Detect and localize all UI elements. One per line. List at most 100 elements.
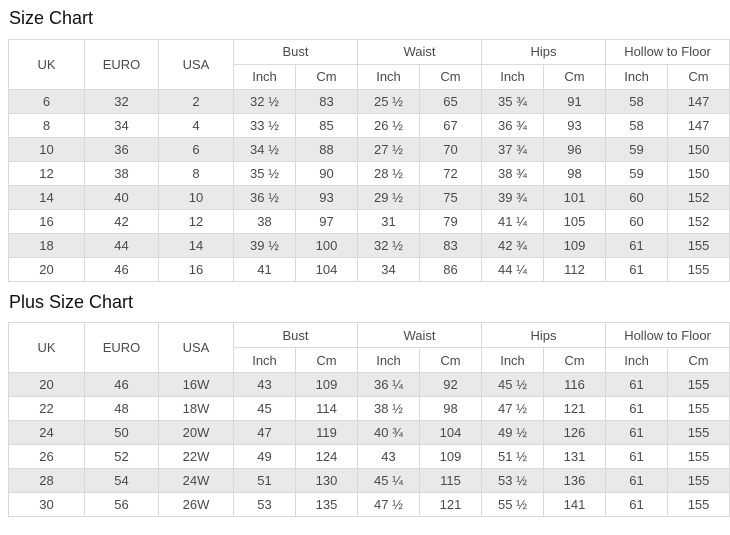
table-cell: 2 [158, 88, 234, 114]
table-cell: 24 [8, 420, 85, 446]
table-cell: 105 [543, 208, 607, 234]
table-cell: 25 ½ [357, 88, 421, 114]
table-cell: 16 [8, 208, 85, 234]
subcolumn-header-waist-inch: Inch [357, 347, 421, 374]
table-cell: 61 [605, 444, 669, 470]
column-header-hips: Hips [481, 322, 607, 349]
table-cell: 12 [8, 160, 85, 186]
table-cell: 39 ½ [233, 232, 296, 258]
table-cell: 75 [419, 184, 483, 210]
table-cell: 12 [158, 208, 234, 234]
table-cell: 34 ½ [233, 136, 296, 162]
table-cell: 29 ½ [357, 184, 421, 210]
header-row-units: Inch Cm Inch Cm Inch Cm Inch Cm [9, 347, 730, 374]
table-cell: 155 [667, 420, 730, 446]
table-cell: 61 [605, 396, 669, 422]
table-cell: 155 [667, 232, 730, 258]
table-cell: 34 [84, 112, 159, 138]
table-cell: 47 ½ [357, 492, 421, 518]
table-cell: 135 [294, 492, 359, 518]
table-cell: 141 [543, 492, 607, 518]
table-cell: 85 [294, 112, 359, 138]
table-cell: 50 [84, 420, 159, 446]
table-cell: 155 [667, 444, 730, 470]
table-cell: 31 [357, 208, 421, 234]
table-cell: 26 ½ [357, 112, 421, 138]
table-row: 8 34 4 33 ½ 85 26 ½ 67 36 ¾ 93 58 147 [8, 112, 730, 138]
table-cell: 39 ¾ [481, 184, 545, 210]
table-cell: 109 [294, 372, 359, 398]
column-header-waist: Waist [357, 38, 483, 65]
table-row: 30 56 26W 53 135 47 ½ 121 55 ½ 141 61 155 [8, 492, 730, 518]
table-cell: 26 [8, 444, 85, 470]
table-cell: 88 [294, 136, 359, 162]
table-cell: 150 [667, 160, 730, 186]
table-cell: 20 [8, 372, 85, 398]
table-row: 12 38 8 35 ½ 90 28 ½ 72 38 ¾ 98 59 150 [8, 160, 730, 186]
table-cell: 51 ½ [481, 444, 545, 470]
table-cell: 42 [84, 208, 159, 234]
table-cell: 152 [667, 208, 730, 234]
table-cell: 65 [419, 88, 483, 114]
table-cell: 20W [158, 420, 234, 446]
subcolumn-header-hips-cm: Cm [543, 347, 607, 374]
table-row: 26 52 22W 49 124 43 109 51 ½ 131 61 155 [8, 444, 730, 470]
header-row-units: Inch Cm Inch Cm Inch Cm Inch Cm [9, 63, 730, 90]
table-cell: 116 [543, 372, 607, 398]
table-cell: 93 [294, 184, 359, 210]
table-cell: 155 [667, 372, 730, 398]
table-cell: 10 [8, 136, 85, 162]
table-cell: 36 [84, 136, 159, 162]
table-cell: 150 [667, 136, 730, 162]
table-cell: 54 [84, 468, 159, 494]
subcolumn-header-bust-inch: Inch [233, 63, 296, 90]
table-cell: 43 [357, 444, 421, 470]
plus-size-chart-body: 20 46 16W 43 109 36 ¼ 92 45 ½ 116 61 155 22 48 18W 45 1… [8, 372, 730, 518]
table-cell: 36 ¾ [481, 112, 545, 138]
table-cell: 22W [158, 444, 234, 470]
column-header-hips: Hips [481, 38, 607, 65]
table-cell: 44 ¼ [481, 256, 545, 282]
table-cell: 40 [84, 184, 159, 210]
table-cell: 130 [294, 468, 359, 494]
subcolumn-header-hips-inch: Inch [481, 347, 545, 374]
plus-size-chart-title: Plus Size Chart [9, 291, 134, 312]
table-cell: 83 [419, 232, 483, 258]
table-cell: 86 [419, 256, 483, 282]
table-cell: 38 ½ [357, 396, 421, 422]
table-cell: 61 [605, 468, 669, 494]
table-cell: 47 ½ [481, 396, 545, 422]
table-cell: 18W [158, 396, 234, 422]
table-cell: 91 [543, 88, 607, 114]
table-cell: 109 [543, 232, 607, 258]
size-chart-header: UK EURO USA Bust Waist Hips Hollow to Fl… [8, 38, 730, 90]
table-cell: 55 ½ [481, 492, 545, 518]
table-cell: 115 [419, 468, 483, 494]
table-cell: 61 [605, 256, 669, 282]
table-cell: 43 [233, 372, 296, 398]
table-cell: 18 [8, 232, 85, 258]
table-cell: 38 [233, 208, 296, 234]
subcolumn-header-hips-cm: Cm [543, 63, 607, 90]
table-cell: 14 [8, 184, 85, 210]
table-cell: 96 [543, 136, 607, 162]
plus-size-chart-header: UK EURO USA Bust Waist Hips Hollow to Fl… [8, 322, 730, 374]
table-row: 16 42 12 38 97 31 79 41 ¼ 105 60 152 [8, 208, 730, 234]
table-cell: 16 [158, 256, 234, 282]
table-cell: 155 [667, 256, 730, 282]
table-cell: 32 [84, 88, 159, 114]
column-header-euro: EURO [84, 322, 159, 374]
table-cell: 72 [419, 160, 483, 186]
table-cell: 58 [605, 112, 669, 138]
table-cell: 60 [605, 208, 669, 234]
subcolumn-header-hollow-inch: Inch [605, 63, 669, 90]
table-cell: 22 [8, 396, 85, 422]
table-cell: 59 [605, 136, 669, 162]
column-header-uk: UK [8, 322, 85, 374]
table-cell: 70 [419, 136, 483, 162]
table-cell: 114 [294, 396, 359, 422]
table-cell: 10 [158, 184, 234, 210]
header-row-groups: UK EURO USA Bust Waist Hips Hollow to Fl… [8, 38, 730, 90]
table-row: 14 40 10 36 ½ 93 29 ½ 75 39 ¾ 101 60 152 [8, 184, 730, 210]
table-cell: 42 ¾ [481, 232, 545, 258]
